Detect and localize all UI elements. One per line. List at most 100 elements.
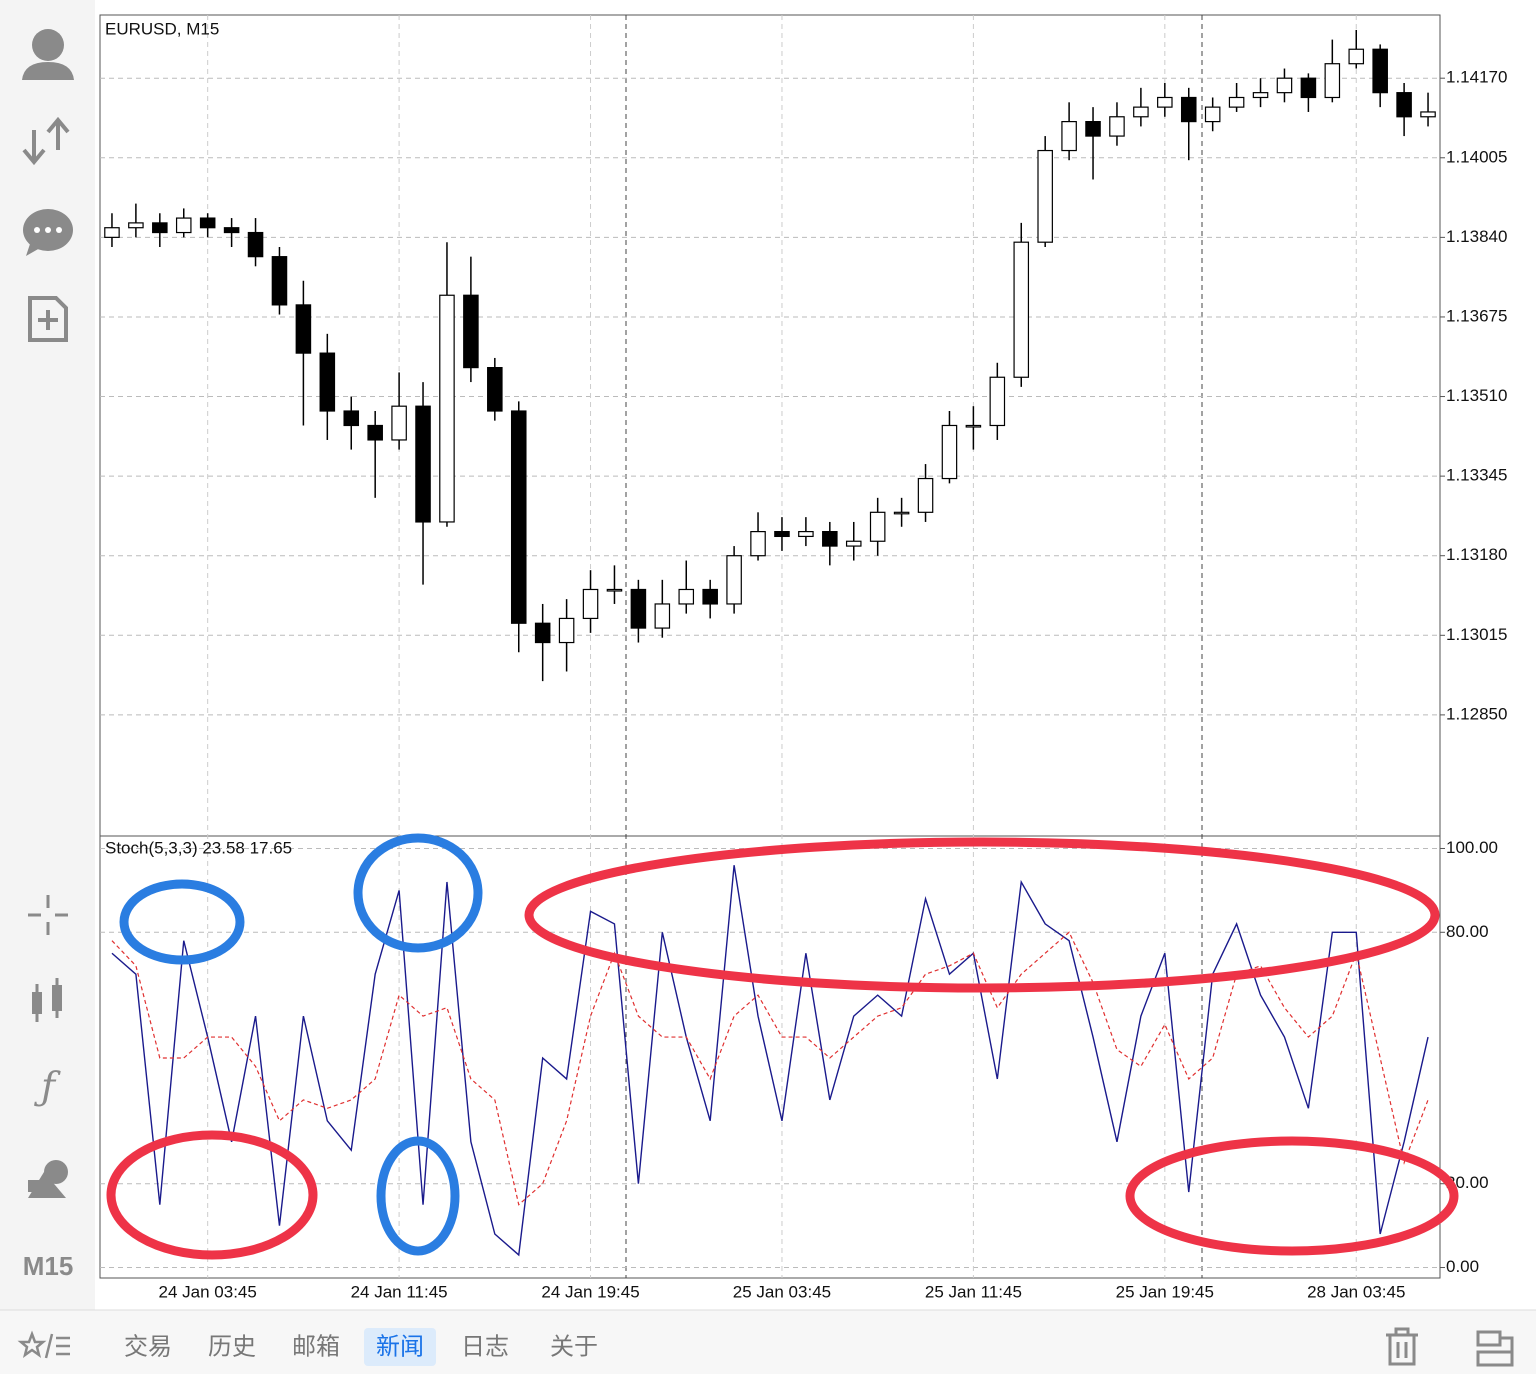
blue-circle xyxy=(119,879,245,965)
candle-body xyxy=(1109,116,1125,137)
candle-body xyxy=(582,588,599,620)
candle-body xyxy=(391,405,407,441)
x-tick-label: 25 Jan 11:45 xyxy=(925,1282,1022,1301)
candle-body xyxy=(223,227,240,234)
candle-body xyxy=(845,540,862,547)
candle-body xyxy=(606,588,623,592)
candle-body xyxy=(1372,48,1388,94)
objects-icon[interactable] xyxy=(28,1160,68,1198)
chart-type-icon[interactable] xyxy=(32,978,62,1022)
red-circle xyxy=(1125,1136,1459,1256)
sidebar xyxy=(0,0,95,1310)
candle-body xyxy=(869,511,886,542)
candle-body xyxy=(534,622,551,644)
candle-body xyxy=(1204,106,1221,123)
y-tick-label: 0.00 xyxy=(1446,1257,1479,1276)
candle-body xyxy=(343,410,360,427)
timeframe-button[interactable]: M15 xyxy=(23,1251,74,1281)
candle-body xyxy=(199,217,216,229)
x-tick-label: 24 Jan 19:45 xyxy=(541,1282,639,1301)
y-tick-label: 1.13345 xyxy=(1446,466,1507,485)
annotations xyxy=(106,833,1459,1260)
candle-body xyxy=(1133,106,1149,118)
candle-body xyxy=(295,304,312,354)
candle-body xyxy=(750,530,766,557)
y-tick-label: 1.13840 xyxy=(1446,227,1507,246)
candle-body xyxy=(463,294,479,369)
candle-body xyxy=(1276,77,1293,94)
candle-body xyxy=(1228,96,1245,108)
candle-body xyxy=(1085,120,1101,137)
candle-body xyxy=(1324,63,1341,99)
candle-body xyxy=(702,588,718,605)
candle-body xyxy=(941,424,958,480)
new-order-icon[interactable] xyxy=(28,296,68,342)
candle-body xyxy=(678,588,695,605)
candle-body xyxy=(1300,77,1317,99)
candle-body xyxy=(654,603,671,629)
candle-body xyxy=(630,588,647,629)
candle-body xyxy=(1037,149,1053,243)
blue-circle xyxy=(353,833,483,953)
layout-icon[interactable] xyxy=(1476,1330,1514,1367)
candle-body xyxy=(487,367,503,412)
x-tick-label: 25 Jan 19:45 xyxy=(1116,1282,1214,1301)
blue-circle xyxy=(376,1136,460,1256)
tab[interactable]: 日志 xyxy=(461,1333,509,1360)
y-tick-label: 1.13675 xyxy=(1446,306,1507,325)
tab[interactable]: 历史 xyxy=(208,1333,256,1360)
active-tab-highlight xyxy=(364,1328,436,1366)
chart-frame xyxy=(99,14,1441,1279)
y-tick-label: 1.13180 xyxy=(1446,545,1507,564)
account-icon[interactable] xyxy=(22,29,74,80)
candle-body xyxy=(439,294,455,523)
x-tick-label: 28 Jan 03:45 xyxy=(1307,1282,1405,1301)
candle-body xyxy=(822,530,838,547)
candle-body xyxy=(128,222,144,229)
delete-icon[interactable] xyxy=(1386,1327,1418,1366)
candle-body xyxy=(152,222,168,234)
red-circle xyxy=(524,837,1440,993)
tab[interactable]: 邮箱 xyxy=(292,1333,340,1360)
x-tick-label: 24 Jan 03:45 xyxy=(159,1282,257,1301)
y-tick-label: 1.14170 xyxy=(1446,68,1507,87)
candle-body xyxy=(1061,120,1077,152)
candle-body xyxy=(319,352,336,412)
tab-bar xyxy=(0,1310,1536,1374)
candle-body xyxy=(1180,96,1197,123)
y-tick-label: 1.12850 xyxy=(1446,704,1507,723)
candle-body xyxy=(726,555,742,605)
crosshair-icon[interactable] xyxy=(28,895,68,935)
candle-body xyxy=(965,424,982,428)
candle-body xyxy=(415,405,431,523)
chat-icon[interactable] xyxy=(23,209,73,256)
favorites-icon[interactable] xyxy=(17,1330,70,1359)
candle-body xyxy=(1252,92,1269,99)
x-tick-label: 24 Jan 11:45 xyxy=(351,1282,448,1301)
candle-body xyxy=(247,231,264,258)
trade-icon[interactable] xyxy=(22,116,70,166)
y-tick-label: 100.00 xyxy=(1446,838,1498,857)
candle-body xyxy=(1348,48,1365,65)
candle-body xyxy=(1396,92,1412,118)
candle-body xyxy=(774,530,790,538)
candle-body xyxy=(271,256,288,306)
y-tick-label: 1.13510 xyxy=(1446,386,1507,405)
candle-body xyxy=(893,511,910,515)
candle-body xyxy=(798,530,814,538)
candle-body xyxy=(367,424,383,441)
stoch-line xyxy=(111,865,1429,1257)
candle-body xyxy=(558,617,575,644)
stoch-line xyxy=(111,931,1429,1206)
candle-body xyxy=(1420,111,1436,118)
tab[interactable]: 新闻 xyxy=(376,1333,424,1360)
y-tick-label: 1.13015 xyxy=(1446,625,1507,644)
tab[interactable]: 交易 xyxy=(124,1333,172,1360)
candle-body xyxy=(1013,241,1030,378)
x-tick-label: 25 Jan 03:45 xyxy=(733,1282,831,1301)
red-circle xyxy=(106,1130,318,1260)
candle-body xyxy=(175,217,192,234)
candle-body xyxy=(917,477,934,513)
tab[interactable]: 关于 xyxy=(550,1333,598,1360)
